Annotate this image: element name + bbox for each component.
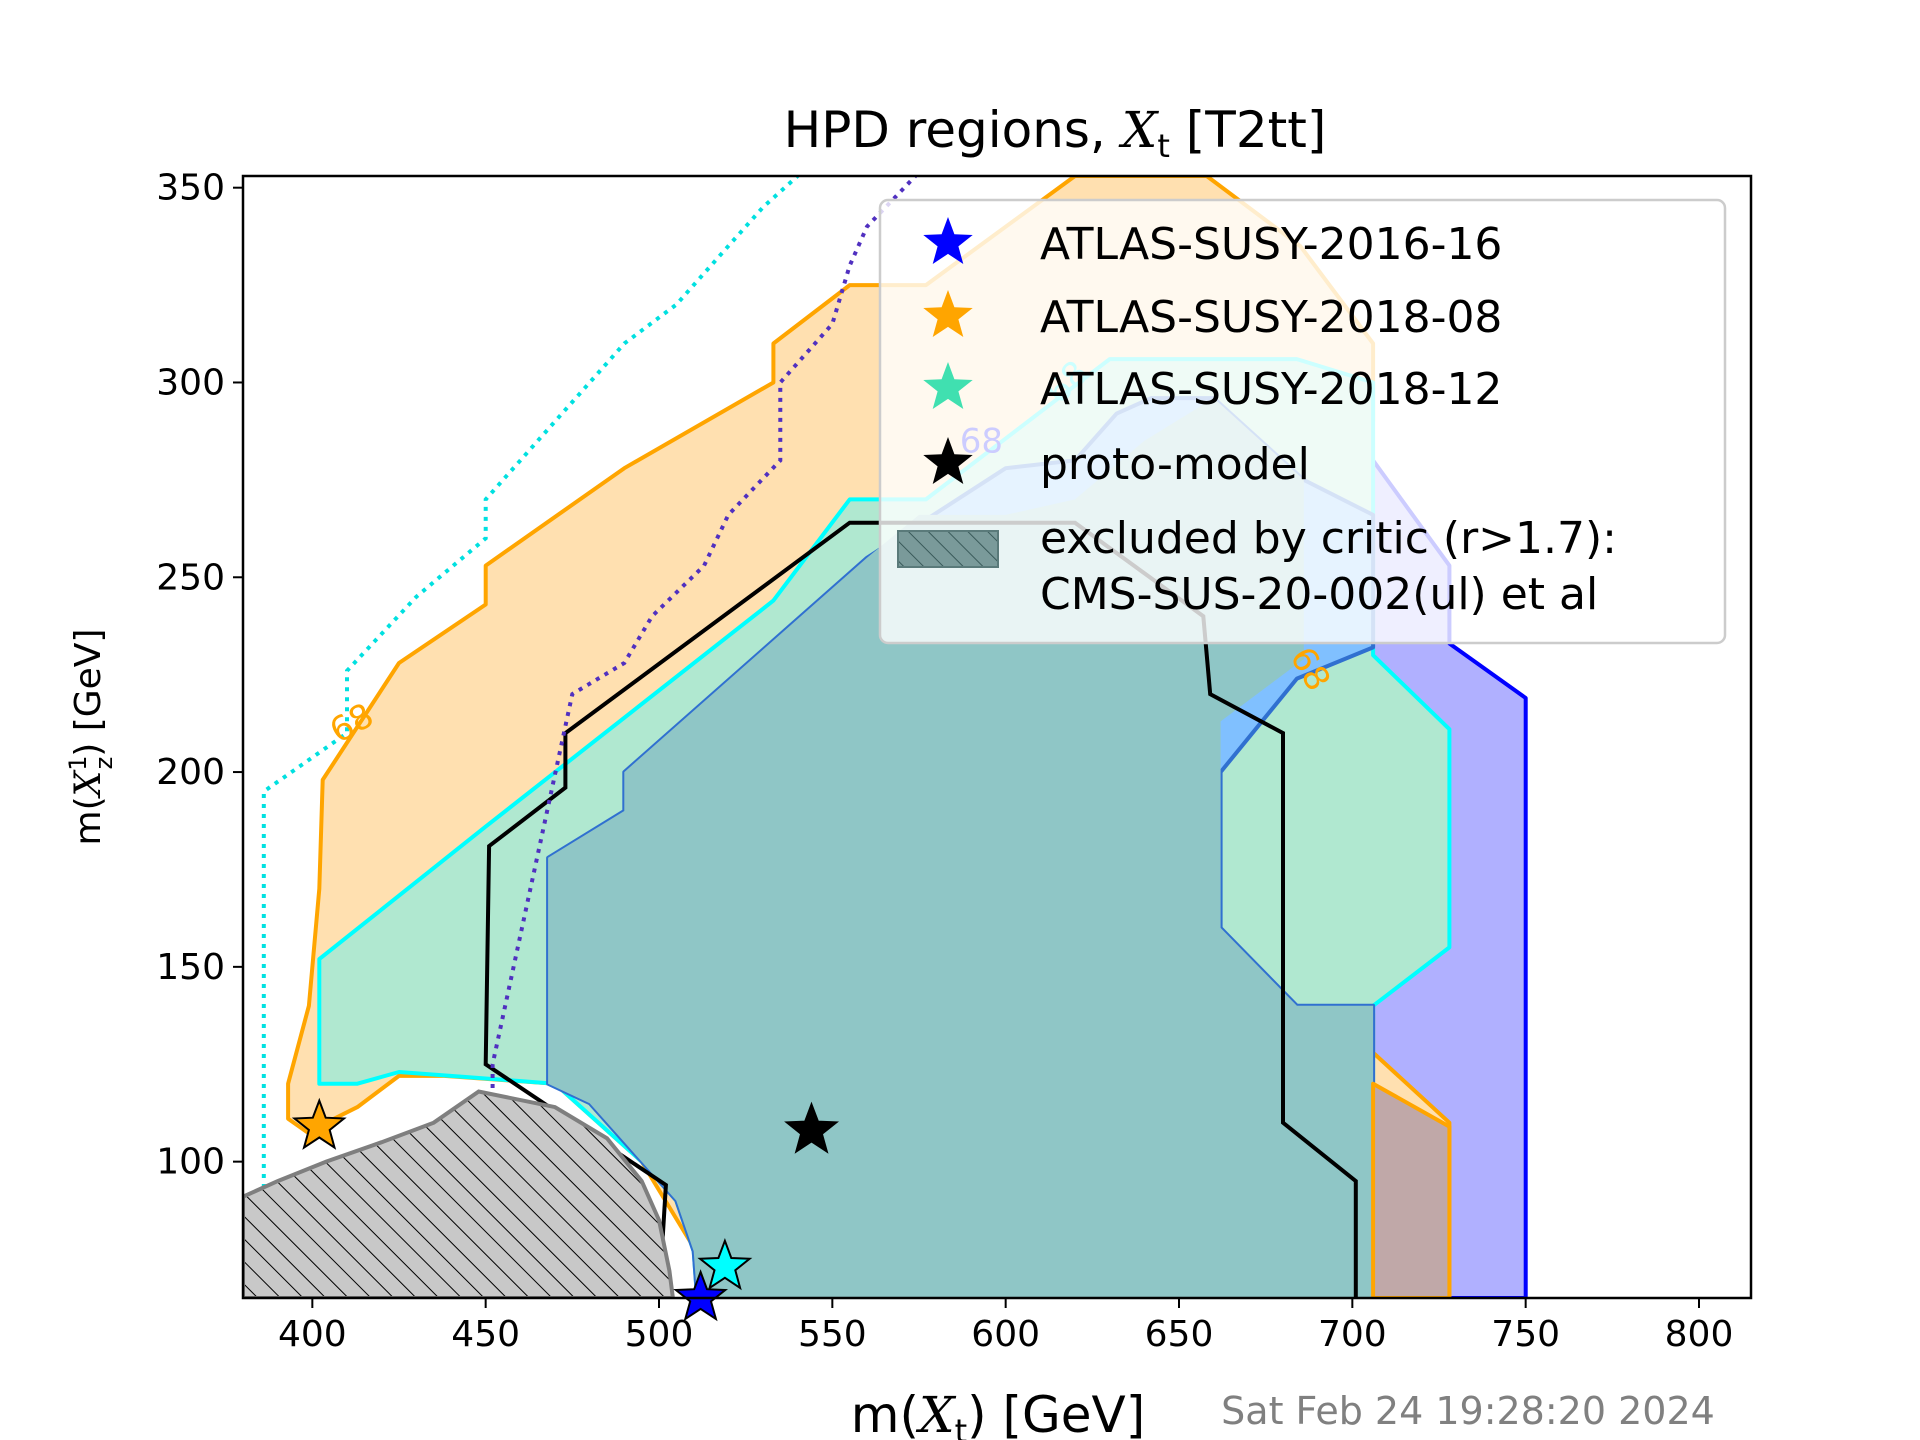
- marker-star: [673, 1269, 729, 1322]
- y-tick-label: 250: [156, 557, 225, 598]
- chart-title: HPD regions, Xt [T2tt]: [784, 101, 1327, 165]
- x-tick-label: 600: [971, 1314, 1040, 1355]
- marker-layer: [291, 1097, 840, 1322]
- legend-entry-label: CMS-SUS-20-002(ul) et al: [1040, 569, 1598, 620]
- legend-star-icon: [923, 290, 973, 337]
- x-tick-label: 400: [278, 1314, 347, 1355]
- x-tick-label: 800: [1665, 1314, 1734, 1355]
- legend-entry-label: ATLAS-SUSY-2016-16: [1040, 219, 1502, 270]
- legend-star-icon: [923, 437, 973, 484]
- y-tick-label: 100: [156, 1142, 225, 1183]
- excluded-region: [243, 1089, 675, 1298]
- legend-star-icon: [923, 362, 973, 409]
- timestamp: Sat Feb 24 19:28:20 2024: [1221, 1389, 1715, 1433]
- marker-star: [291, 1097, 347, 1150]
- axes-frame: [241, 174, 1753, 1300]
- marker-star: [697, 1237, 753, 1291]
- x-tick-label: 650: [1145, 1314, 1214, 1355]
- x-axis-label: m(Xt) [GeV]: [851, 1386, 1146, 1440]
- legend-hatch-icon: [897, 530, 999, 568]
- dotted-contour-7: [261, 176, 800, 1298]
- x-tick-label: 450: [451, 1314, 520, 1355]
- legend-entry-label: ATLAS-SUSY-2018-12: [1040, 364, 1502, 415]
- y-tick-label: 350: [156, 168, 225, 209]
- legend-box: [878, 198, 1727, 645]
- legend-entry-label: ATLAS-SUSY-2018-08: [1040, 292, 1502, 343]
- legend-entry-label: proto-model: [1040, 439, 1310, 490]
- x-tick-label: 550: [798, 1314, 867, 1355]
- legend-star-icon: [923, 217, 973, 264]
- x-axis-ticks: 400 450 500 550 600 650 700 750 800: [278, 1298, 1733, 1355]
- y-tick-label: 150: [156, 947, 225, 988]
- marker-star: [784, 1101, 840, 1154]
- y-axis-ticks: 100 150 200 250 300 350: [156, 168, 243, 1183]
- legend: ATLAS-SUSY-2016-16 ATLAS-SUSY-2018-08 ATLA…: [878, 198, 1727, 645]
- x-tick-label: 500: [625, 1314, 694, 1355]
- x-tick-label: 700: [1318, 1314, 1387, 1355]
- x-tick-label: 750: [1491, 1314, 1560, 1355]
- y-tick-label: 200: [156, 752, 225, 793]
- legend-entry-label: excluded by critic (r>1.7):: [1040, 513, 1617, 564]
- y-tick-label: 300: [156, 362, 225, 403]
- hpd-region-5: [1371, 1081, 1452, 1298]
- y-axis-label: m(X1z) [GeV]: [64, 629, 118, 846]
- dotted-contour-8: [490, 176, 917, 1298]
